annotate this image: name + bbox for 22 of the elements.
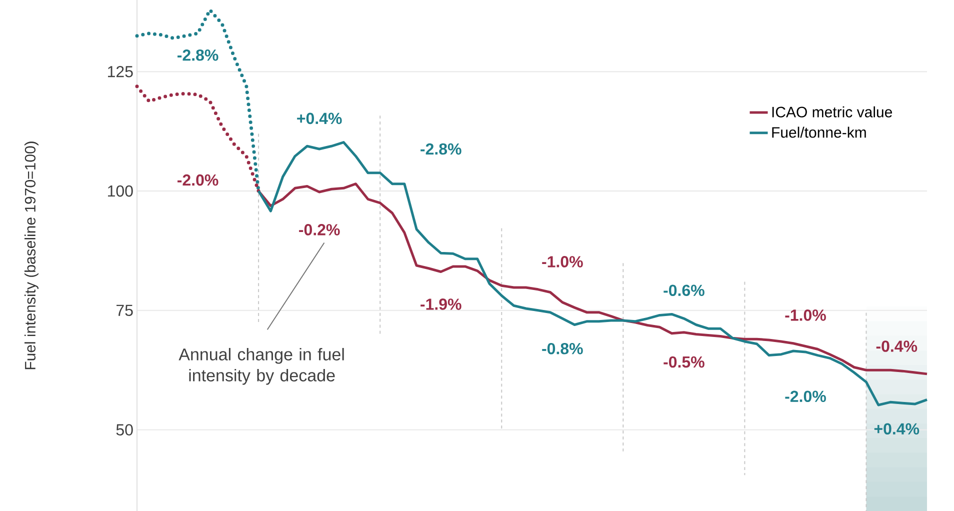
y-tick-label: 75: [116, 304, 133, 316]
annotation: -0.6%: [664, 284, 704, 296]
annotation: -1.9%: [420, 298, 462, 310]
annotation: -1.0%: [542, 256, 583, 268]
annotation: -2.8%: [177, 49, 218, 61]
annotation: -2.0%: [785, 390, 826, 402]
annotation: -0.4%: [876, 340, 918, 352]
annotation: -0.2%: [299, 224, 340, 236]
legend-label: ICAO metric value: [772, 106, 892, 118]
annotation: +0.4%: [874, 423, 920, 435]
annotation: -0.8%: [542, 342, 583, 354]
annotation: Annual change in fuel intensity by decade: [178, 348, 344, 385]
annotation: -2.0%: [177, 174, 218, 186]
y-tick-label: 125: [108, 66, 133, 78]
annotation: -2.8%: [420, 143, 462, 155]
annotation: +0.4%: [297, 112, 342, 124]
y-axis-title: Fuel intensity (baseline 1970=100): [24, 142, 38, 370]
legend-label: Fuel/tonne-km: [772, 126, 866, 138]
y-tick-label: 100: [108, 185, 133, 197]
y-tick-label: 50: [116, 424, 133, 436]
annotation: -1.0%: [785, 310, 826, 321]
annotation: -0.5%: [664, 356, 704, 368]
